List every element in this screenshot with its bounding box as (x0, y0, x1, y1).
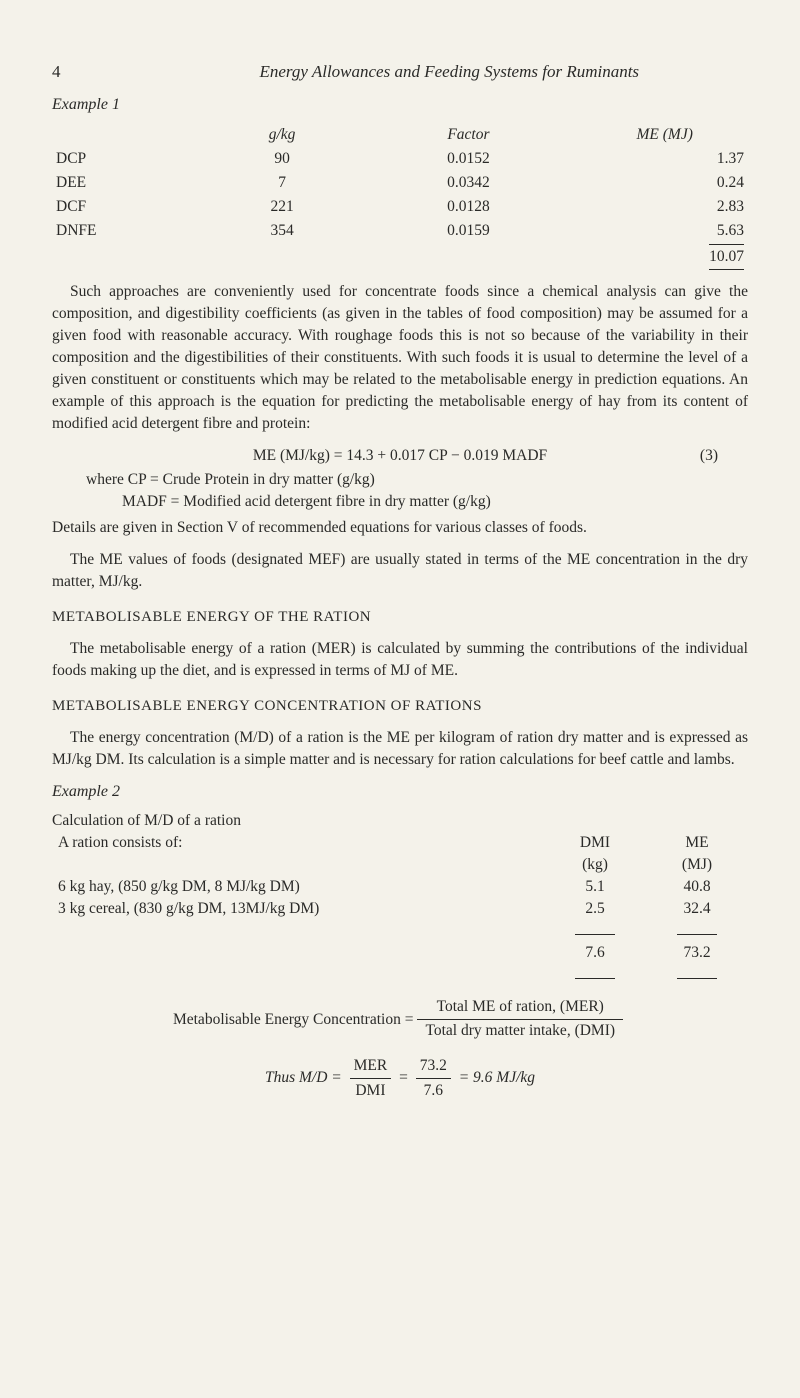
running-title: Energy Allowances and Feeding Systems fo… (151, 60, 749, 84)
frac-denominator: Total dry matter intake, (DMI) (417, 1020, 623, 1043)
total-dmi: 7.6 (544, 942, 646, 964)
mec-equation: Metabolisable Energy Concentration = Tot… (52, 996, 748, 1043)
example2-calc-line: Calculation of M/D of a ration (52, 810, 748, 832)
frac-numerator: MER (350, 1055, 392, 1079)
paragraph: Details are given in Section V of recomm… (52, 517, 748, 539)
cell-me: 1.37 (581, 147, 748, 171)
equation-3: ME (MJ/kg) = 14.3 + 0.017 CP − 0.019 MAD… (52, 445, 748, 467)
unit-dmi: (kg) (544, 854, 646, 876)
table-row: DEE 7 0.0342 0.24 (52, 171, 748, 195)
table-row: (kg) (MJ) (52, 854, 748, 876)
table-row: A ration consists of: DMI ME (52, 832, 748, 854)
cell-me: 32.4 (646, 898, 748, 920)
frac-denominator: 7.6 (416, 1079, 451, 1102)
cell-factor: 0.0159 (355, 219, 581, 243)
paragraph: The ME values of foods (designated MEF) … (52, 549, 748, 593)
table-row: 7.6 73.2 (52, 942, 748, 964)
row-name: DEE (52, 171, 209, 195)
col-header-factor: Factor (355, 123, 581, 147)
table-row: DCP 90 0.0152 1.37 (52, 147, 748, 171)
equation-text: ME (MJ/kg) = 14.3 + 0.017 CP − 0.019 MAD… (253, 447, 547, 464)
ex2-item: 6 kg hay, (850 g/kg DM, 8 MJ/kg DM) (52, 876, 544, 898)
rule-icon (677, 978, 717, 979)
col-header-me: ME (MJ) (581, 123, 748, 147)
cell-dmi: 5.1 (544, 876, 646, 898)
section-heading: METABOLISABLE ENERGY OF THE RATION (52, 607, 748, 628)
unit-me: (MJ) (646, 854, 748, 876)
cell-factor: 0.0128 (355, 195, 581, 219)
cell-factor: 0.0342 (355, 171, 581, 195)
paragraph: The energy concentration (M/D) of a rati… (52, 727, 748, 771)
ex2-consists: A ration consists of: (52, 832, 544, 854)
col-header-me: ME (646, 832, 748, 854)
frac-numerator: Total ME of ration, (MER) (417, 996, 623, 1020)
table-row (52, 920, 748, 942)
page: 4 Energy Allowances and Feeding Systems … (0, 0, 800, 1398)
section-heading: METABOLISABLE ENERGY CONCENTRATION OF RA… (52, 696, 748, 717)
frac-denominator: DMI (350, 1079, 392, 1102)
example2-table: A ration consists of: DMI ME (kg) (MJ) 6… (52, 832, 748, 986)
example2-label: Example 2 (52, 781, 748, 804)
cell-gk: 354 (209, 219, 356, 243)
row-name: DCF (52, 195, 209, 219)
row-name: DNFE (52, 219, 209, 243)
example1-label: Example 1 (52, 94, 748, 117)
frac-numerator: 73.2 (416, 1055, 451, 1079)
mec-lhs: Metabolisable Energy Concentration = (173, 1009, 413, 1031)
where-cp: where CP = Crude Protein in dry matter (… (86, 469, 748, 491)
table-row: 6 kg hay, (850 g/kg DM, 8 MJ/kg DM) 5.1 … (52, 876, 748, 898)
fraction: Total ME of ration, (MER) Total dry matt… (417, 996, 623, 1043)
table-row: DCF 221 0.0128 2.83 (52, 195, 748, 219)
cell-gk: 7 (209, 171, 356, 195)
thus-suffix: = 9.6 MJ/kg (459, 1069, 535, 1086)
rule-icon (575, 934, 615, 935)
ex2-item: 3 kg cereal, (830 g/kg DM, 13MJ/kg DM) (52, 898, 544, 920)
cell-dmi: 2.5 (544, 898, 646, 920)
table-total-row: 10.07 (52, 243, 748, 271)
rule-icon (677, 934, 717, 935)
paragraph: The metabolisable energy of a ration (ME… (52, 638, 748, 682)
cell-me: 5.63 (581, 219, 748, 243)
total-me: 73.2 (646, 942, 748, 964)
example1-table: g/kg Factor ME (MJ) DCP 90 0.0152 1.37 D… (52, 123, 748, 271)
cell-total: 10.07 (581, 243, 748, 271)
table-row (52, 964, 748, 986)
cell-me: 2.83 (581, 195, 748, 219)
col-header-gk: g/kg (209, 123, 356, 147)
where-madf: MADF = Modified acid detergent fibre in … (122, 491, 748, 513)
col-header-dmi: DMI (544, 832, 646, 854)
fraction: 73.2 7.6 (416, 1055, 451, 1102)
fraction: MER DMI (350, 1055, 392, 1102)
equation-number: (3) (700, 445, 718, 467)
running-header: 4 Energy Allowances and Feeding Systems … (52, 60, 748, 84)
row-name: DCP (52, 147, 209, 171)
table-row: 3 kg cereal, (830 g/kg DM, 13MJ/kg DM) 2… (52, 898, 748, 920)
page-number: 4 (52, 60, 61, 84)
thus-equation: Thus M/D = MER DMI = 73.2 7.6 = 9.6 MJ/k… (52, 1055, 748, 1102)
cell-factor: 0.0152 (355, 147, 581, 171)
thus-prefix: Thus M/D = (265, 1069, 342, 1086)
table-header-row: g/kg Factor ME (MJ) (52, 123, 748, 147)
paragraph: Such approaches are conveniently used fo… (52, 281, 748, 435)
table-row: DNFE 354 0.0159 5.63 (52, 219, 748, 243)
rule-icon (575, 978, 615, 979)
total-value: 10.07 (709, 244, 744, 270)
equals: = (399, 1069, 408, 1086)
cell-me: 40.8 (646, 876, 748, 898)
cell-gk: 90 (209, 147, 356, 171)
cell-me: 0.24 (581, 171, 748, 195)
cell-gk: 221 (209, 195, 356, 219)
